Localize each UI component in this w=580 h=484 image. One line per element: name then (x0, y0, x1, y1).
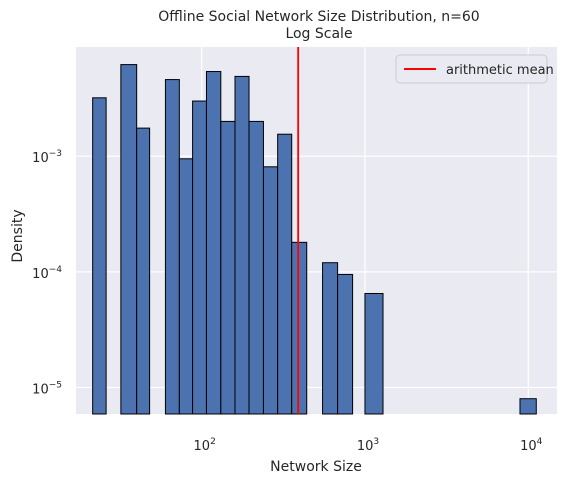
histogram-bar (192, 100, 207, 415)
legend: arithmetic mean (395, 54, 554, 84)
histogram-bar (92, 97, 107, 415)
histogram-bars (92, 64, 537, 415)
y-axis-label: Density (10, 209, 26, 262)
histogram-bar (291, 241, 308, 415)
histogram-bar (262, 166, 279, 415)
x-tick-label: 102 (194, 437, 216, 454)
histogram-bar (164, 79, 180, 415)
plot-area (76, 47, 557, 414)
histogram-bar (519, 398, 537, 415)
histogram-bar (136, 127, 151, 415)
histogram-bar (205, 71, 222, 415)
x-axis-ticks: 102 103 104 (194, 437, 543, 454)
histogram-bar (248, 120, 264, 415)
histogram-bar (277, 133, 293, 415)
histogram-bar (120, 64, 138, 415)
histogram-bar (178, 158, 194, 415)
histogram-bar (220, 120, 236, 415)
chart-subtitle: Log Scale (285, 26, 352, 42)
y-tick-label: 10−5 (32, 381, 62, 398)
histogram-bar (364, 292, 384, 415)
x-axis-label: Network Size (270, 459, 362, 475)
legend-box (395, 54, 548, 84)
legend-mean-label: arithmetic mean (446, 63, 554, 78)
y-tick-label: 10−3 (32, 149, 62, 166)
x-tick-label: 103 (357, 437, 379, 454)
y-axis-ticks: 10−5 10−4 10−3 (32, 149, 62, 397)
y-tick-label: 10−4 (32, 265, 62, 282)
histogram-bar (337, 273, 354, 415)
chart-title: Offline Social Network Size Distribution… (158, 9, 479, 25)
histogram-bar (322, 262, 339, 415)
x-tick-label: 104 (520, 437, 543, 454)
histogram-bar (234, 75, 250, 415)
